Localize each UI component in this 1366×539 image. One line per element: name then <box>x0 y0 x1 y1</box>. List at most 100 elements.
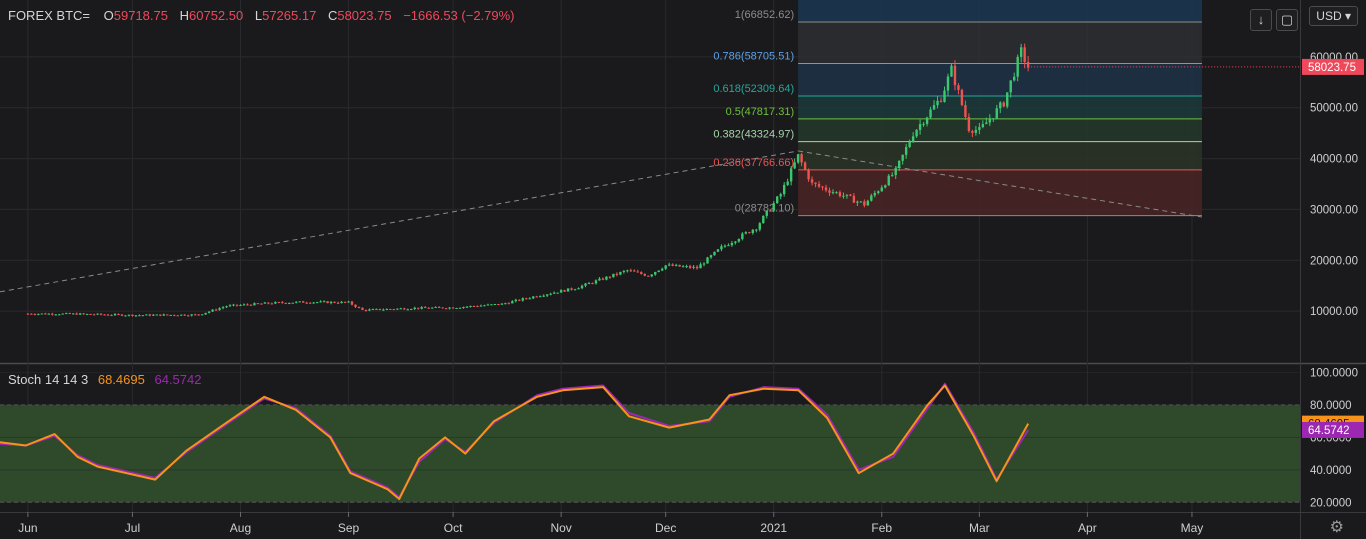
candle-body <box>308 302 312 304</box>
candle-body <box>880 187 883 192</box>
candle-body <box>403 308 406 310</box>
candle-body <box>692 266 695 268</box>
candle-body <box>61 313 64 315</box>
candle-body <box>396 308 399 310</box>
candle-body <box>410 309 413 311</box>
time-tick-label: Dec <box>655 521 676 535</box>
candle-body <box>863 201 866 206</box>
candle-body <box>978 127 981 130</box>
candle-body <box>640 272 643 274</box>
candle-body <box>392 309 396 311</box>
candle-body <box>626 270 629 272</box>
price-tick-label: 40000.00 <box>1310 154 1358 166</box>
candle-body <box>650 274 653 277</box>
candle-body <box>228 305 232 307</box>
candle-body <box>904 147 908 155</box>
fullscreen-button[interactable]: ▢ <box>1276 9 1298 31</box>
candle-body <box>68 313 71 315</box>
candle-body <box>518 299 521 301</box>
candle-body <box>54 314 57 316</box>
candle-body <box>298 301 301 303</box>
candle-body <box>525 298 528 300</box>
candle-body <box>953 65 957 86</box>
stoch-d-value: 64.5742 <box>154 372 202 387</box>
candle-body <box>437 306 441 308</box>
candle-body <box>221 307 225 309</box>
candle-body <box>504 303 507 305</box>
candle-body <box>817 184 821 187</box>
candle-body <box>545 294 549 296</box>
candle-body <box>629 270 633 272</box>
settings-button[interactable]: ⚙ <box>1330 517 1344 537</box>
candle-body <box>580 285 584 289</box>
candle-body <box>608 276 612 278</box>
candle-body <box>782 184 786 195</box>
currency-selector[interactable]: USD ▾ <box>1309 6 1358 26</box>
candle-body <box>1006 92 1009 107</box>
candle-body <box>350 301 354 305</box>
candle-body <box>462 306 465 308</box>
candle-body <box>197 314 200 316</box>
candle-body <box>556 292 559 294</box>
candle-body <box>532 296 535 299</box>
last-price-tag <box>1302 58 1364 75</box>
candle-body <box>479 305 483 307</box>
candle-body <box>699 264 702 269</box>
time-tick-label: 2021 <box>760 521 787 535</box>
candle-body <box>981 124 985 128</box>
candle-body <box>274 302 277 304</box>
candle-body <box>225 306 228 308</box>
candle-body <box>162 314 166 316</box>
candle-body <box>413 307 416 310</box>
candle-body <box>622 270 626 273</box>
candle-body <box>776 196 779 204</box>
candle-body <box>511 301 514 304</box>
candle-body <box>354 304 357 308</box>
candle-body <box>267 302 270 304</box>
candle-body <box>455 308 458 310</box>
candle-body <box>727 245 730 247</box>
stoch-tick-label: 40.0000 <box>1310 465 1352 477</box>
candle-body <box>528 298 531 300</box>
candle-body <box>180 314 183 316</box>
candle-body <box>936 100 939 106</box>
candle-body <box>214 309 218 311</box>
candle-body <box>343 301 347 303</box>
candle-body <box>856 201 859 203</box>
candle-body <box>702 263 706 265</box>
candle-body <box>333 301 336 303</box>
candle-body <box>800 154 803 163</box>
last-price-label: 58023.75 <box>1308 62 1356 74</box>
candle-body <box>779 194 782 197</box>
arrow-down-icon: ↓ <box>1257 12 1265 27</box>
candle-body <box>995 108 998 119</box>
candle-body <box>47 313 50 315</box>
price-tick-label: 50000.00 <box>1310 103 1358 115</box>
download-button[interactable]: ↓ <box>1250 9 1272 31</box>
candle-body <box>765 210 768 216</box>
candle-body <box>821 186 824 188</box>
price-tick-label: 10000.00 <box>1310 306 1358 318</box>
fib-zone <box>798 0 1202 23</box>
candle-body <box>563 290 566 292</box>
time-tick-label: Apr <box>1078 521 1097 535</box>
candle-body <box>37 313 40 315</box>
fib-level-label: 0(28782.10) <box>735 203 794 215</box>
candle-body <box>657 270 660 272</box>
stoch-legend: Stoch 14 14 3 68.4695 64.5742 <box>8 372 201 387</box>
candle-body <box>633 270 636 272</box>
candle-body <box>253 303 256 306</box>
candle-body <box>884 185 887 188</box>
candle-body <box>336 302 340 304</box>
candle-body <box>58 314 61 316</box>
candle-body <box>469 305 472 307</box>
candle-body <box>786 181 789 185</box>
close-label: C <box>327 8 338 23</box>
high-value: 60752.50 <box>189 8 244 23</box>
candle-body <box>486 304 490 306</box>
candle-body <box>939 100 943 102</box>
fib-level-label: 1(66852.62) <box>735 9 794 21</box>
candle-body <box>117 314 120 316</box>
candle-body <box>204 312 207 315</box>
